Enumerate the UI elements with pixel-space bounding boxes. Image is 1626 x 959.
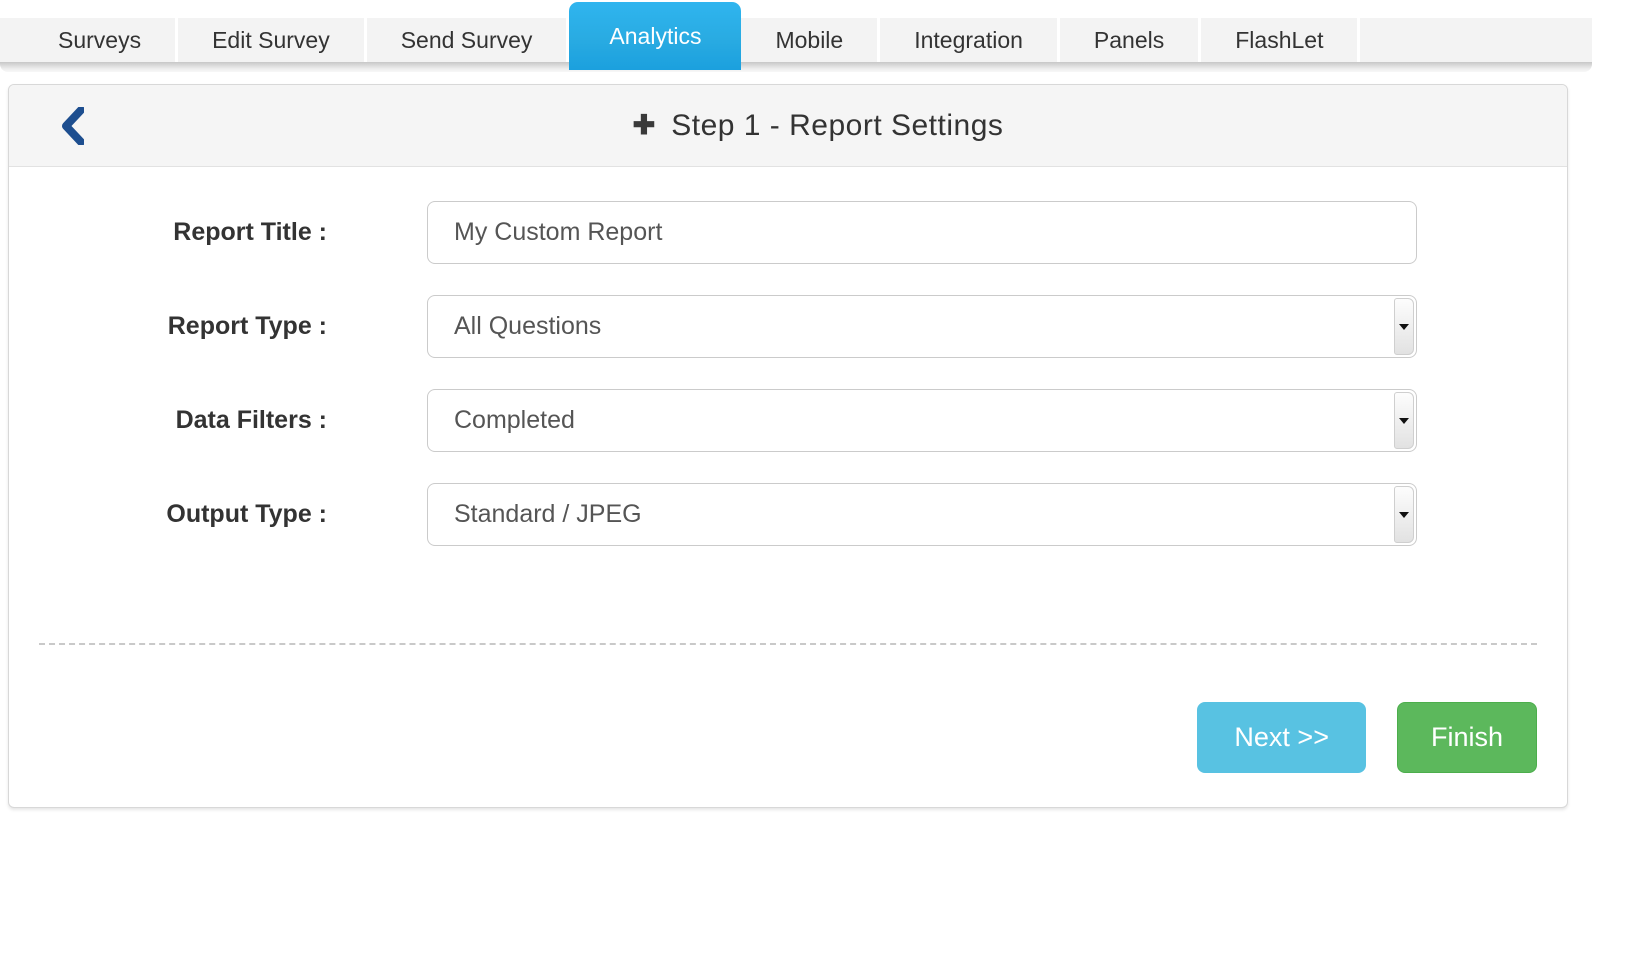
dropdown-arrow-icon[interactable] [1394, 392, 1414, 449]
dashed-divider [39, 643, 1537, 645]
tab-label: FlashLet [1235, 26, 1324, 53]
output-type-label: Output Type : [166, 500, 327, 528]
page-title: Step 1 - Report Settings [671, 108, 1004, 142]
tab-label: Edit Survey [212, 26, 330, 53]
tab-bar: Surveys Edit Survey Send Survey Analytic… [0, 0, 1626, 72]
chevron-left-icon [62, 107, 84, 145]
report-title-label: Report Title : [173, 218, 327, 246]
next-button[interactable]: Next >> [1197, 702, 1366, 773]
back-button[interactable] [49, 103, 95, 149]
tab-bar-filler [1360, 18, 1592, 62]
form-row-report-title: Report Title : [9, 201, 1567, 264]
tab-label: Analytics [609, 22, 702, 49]
report-settings-panel: ✚ Step 1 - Report Settings Report Title … [8, 84, 1568, 808]
form-row-report-type: Report Type : All Questions [9, 295, 1567, 358]
tab-bar-shadow [0, 62, 1592, 72]
panel-body: Report Title : Report Type : All Questio… [9, 167, 1567, 807]
actions-row: Next >> Finish [9, 702, 1567, 773]
data-filters-label: Data Filters : [175, 406, 327, 434]
tab-nav: Surveys Edit Survey Send Survey Analytic… [0, 0, 1592, 70]
form-row-data-filters: Data Filters : Completed [9, 389, 1567, 452]
data-filters-selected-value: Completed [454, 406, 575, 434]
tab-label: Integration [914, 26, 1023, 53]
panel-title-wrap: ✚ Step 1 - Report Settings [633, 109, 1004, 143]
tab-label: Surveys [58, 26, 142, 53]
tab-label: Send Survey [400, 26, 533, 53]
output-type-select[interactable]: Standard / JPEG [427, 483, 1417, 546]
tab-edit-survey[interactable]: Edit Survey [178, 18, 367, 62]
data-filters-field: Completed [427, 389, 1417, 452]
report-type-field: All Questions [427, 295, 1417, 358]
tab-mobile[interactable]: Mobile [741, 18, 881, 62]
data-filters-select[interactable]: Completed [427, 389, 1417, 452]
tab-surveys[interactable]: Surveys [0, 18, 179, 62]
tab-analytics[interactable]: Analytics [569, 2, 742, 70]
tab-integration[interactable]: Integration [880, 18, 1060, 62]
report-title-field [427, 201, 1417, 264]
dropdown-arrow-icon[interactable] [1394, 298, 1414, 355]
form-row-output-type: Output Type : Standard / JPEG [9, 483, 1567, 546]
report-type-label: Report Type : [167, 312, 327, 340]
output-type-selected-value: Standard / JPEG [454, 500, 642, 528]
tab-label: Panels [1093, 26, 1165, 53]
tab-label: Mobile [775, 26, 844, 53]
report-type-select[interactable]: All Questions [427, 295, 1417, 358]
tab-flashlet[interactable]: FlashLet [1201, 18, 1361, 62]
tab-panels[interactable]: Panels [1059, 18, 1202, 62]
tab-send-survey[interactable]: Send Survey [366, 18, 570, 62]
finish-button[interactable]: Finish [1396, 702, 1537, 773]
report-title-input[interactable] [427, 201, 1417, 264]
report-type-selected-value: All Questions [454, 312, 602, 340]
dropdown-arrow-icon[interactable] [1394, 486, 1414, 543]
output-type-field: Standard / JPEG [427, 483, 1417, 546]
plus-icon: ✚ [632, 110, 656, 140]
panel-header: ✚ Step 1 - Report Settings [9, 85, 1567, 167]
